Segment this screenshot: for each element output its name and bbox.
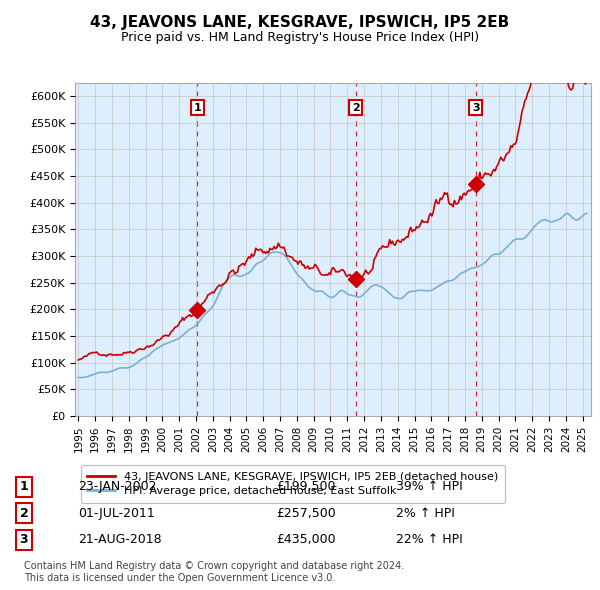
Text: 2% ↑ HPI: 2% ↑ HPI (396, 507, 455, 520)
Text: 2: 2 (352, 103, 359, 113)
Text: 1: 1 (20, 480, 28, 493)
Text: 43, JEAVONS LANE, KESGRAVE, IPSWICH, IP5 2EB: 43, JEAVONS LANE, KESGRAVE, IPSWICH, IP5… (91, 15, 509, 30)
Text: 39% ↑ HPI: 39% ↑ HPI (396, 480, 463, 493)
Text: 21-AUG-2018: 21-AUG-2018 (78, 533, 161, 546)
Text: 3: 3 (20, 533, 28, 546)
Text: Price paid vs. HM Land Registry's House Price Index (HPI): Price paid vs. HM Land Registry's House … (121, 31, 479, 44)
Text: £199,500: £199,500 (276, 480, 335, 493)
Text: 2: 2 (20, 507, 28, 520)
Text: 23-JAN-2002: 23-JAN-2002 (78, 480, 157, 493)
Text: £257,500: £257,500 (276, 507, 336, 520)
Text: 1: 1 (193, 103, 201, 113)
Text: 3: 3 (472, 103, 479, 113)
Text: 01-JUL-2011: 01-JUL-2011 (78, 507, 155, 520)
Text: £435,000: £435,000 (276, 533, 335, 546)
Text: 22% ↑ HPI: 22% ↑ HPI (396, 533, 463, 546)
Legend: 43, JEAVONS LANE, KESGRAVE, IPSWICH, IP5 2EB (detached house), HPI: Average pric: 43, JEAVONS LANE, KESGRAVE, IPSWICH, IP5… (80, 465, 505, 503)
Text: Contains HM Land Registry data © Crown copyright and database right 2024.
This d: Contains HM Land Registry data © Crown c… (24, 561, 404, 583)
